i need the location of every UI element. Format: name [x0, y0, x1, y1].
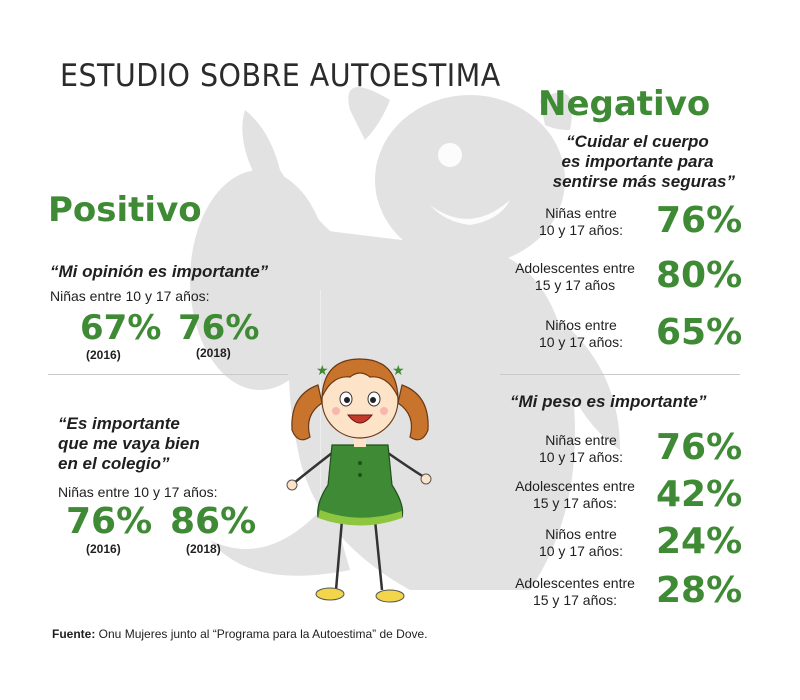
- negativo-2-row-4-label-line-1: Adolescentes entre: [515, 575, 635, 591]
- negativo-2-row-2-label-line-2: 15 y 17 años:: [532, 495, 618, 511]
- negativo-1-row-1-label: Niñas entre 10 y 17 años:: [516, 205, 646, 239]
- positivo-quote-2-line-3: en el colegio”: [58, 454, 170, 473]
- footer-label: Fuente:: [52, 627, 96, 641]
- negativo-1-row-2-label-line-2: 15 y 17 años: [534, 277, 616, 293]
- negativo-quote-1-line-2: es importante para: [561, 152, 714, 171]
- positivo-1-year-2016: (2016): [86, 348, 121, 362]
- negativo-2-row-1-label: Niñas entre 10 y 17 años:: [516, 432, 646, 466]
- negativo-quote-2: “Mi peso es importante”: [510, 392, 707, 411]
- positivo-quote-2-line-2: que me vaya bien: [58, 434, 200, 453]
- positivo-2-stat-2016: 76%: [66, 501, 153, 542]
- svg-text:★: ★: [392, 363, 405, 379]
- negativo-1-row-2-label-line-1: Adolescentes entre: [515, 260, 635, 276]
- negativo-2-row-3-label-line-1: Niños entre: [545, 526, 617, 542]
- svg-text:★: ★: [316, 363, 329, 379]
- negativo-1-row-3-value: 65%: [656, 312, 743, 353]
- negativo-quote-1-line-3: sentirse más seguras”: [552, 172, 735, 191]
- positivo-2-year-2018: (2018): [186, 542, 221, 556]
- positivo-1-stat-2016: 67%: [80, 308, 162, 348]
- negativo-2-row-1-label-line-1: Niñas entre: [545, 432, 617, 448]
- negativo-2-row-3-label: Niños entre 10 y 17 años:: [516, 526, 646, 560]
- negativo-2-row-3-value: 24%: [656, 521, 743, 562]
- negativo-divider: [500, 374, 740, 375]
- negativo-1-row-2-label: Adolescentes entre 15 y 17 años: [510, 260, 640, 294]
- negativo-2-row-1-label-line-2: 10 y 17 años:: [538, 449, 624, 465]
- negativo-1-row-3-label: Niños entre 10 y 17 años:: [516, 317, 646, 351]
- positivo-1-year-2018: (2018): [196, 346, 231, 360]
- footer-source: Fuente: Onu Mujeres junto al “Programa p…: [52, 627, 428, 641]
- negativo-1-row-2-value: 80%: [656, 255, 743, 296]
- positivo-quote-2: “Es importante que me vaya bien en el co…: [58, 414, 200, 474]
- negativo-1-row-1-label-line-2: 10 y 17 años:: [538, 222, 624, 238]
- negativo-2-row-4-label-line-2: 15 y 17 años:: [532, 592, 618, 608]
- positivo-quote-1: “Mi opinión es importante”: [50, 262, 269, 281]
- negativo-2-row-3-label-line-2: 10 y 17 años:: [538, 543, 624, 559]
- positivo-group-2: Niñas entre 10 y 17 años:: [58, 484, 218, 500]
- negativo-1-row-3-label-line-2: 10 y 17 años:: [538, 334, 624, 350]
- negativo-2-row-2-label-line-1: Adolescentes entre: [515, 478, 635, 494]
- negativo-2-row-4-value: 28%: [656, 570, 743, 611]
- negativo-2-row-2-value: 42%: [656, 474, 743, 515]
- positivo-divider: [48, 374, 288, 375]
- negativo-2-row-2-label: Adolescentes entre 15 y 17 años:: [510, 478, 640, 512]
- negativo-quote-1-line-1: “Cuidar el cuerpo: [566, 132, 709, 151]
- negativo-1-row-3-label-line-1: Niños entre: [545, 317, 617, 333]
- negativo-quote-1: “Cuidar el cuerpo es importante para sen…: [520, 132, 735, 192]
- positivo-group-1: Niñas entre 10 y 17 años:: [50, 288, 210, 304]
- positivo-1-stat-2018: 76%: [178, 308, 260, 348]
- girl-illustration-icon: ★ ★: [286, 358, 432, 603]
- negativo-2-row-1-value: 76%: [656, 427, 743, 468]
- negativo-2-row-4-label: Adolescentes entre 15 y 17 años:: [510, 575, 640, 609]
- negativo-heading: Negativo: [538, 84, 711, 124]
- positivo-2-stat-2018: 86%: [170, 501, 257, 542]
- positivo-2-year-2016: (2016): [86, 542, 121, 556]
- page-title: ESTUDIO SOBRE AUTOESTIMA: [60, 58, 501, 94]
- footer-text: Onu Mujeres junto al “Programa para la A…: [95, 627, 428, 641]
- negativo-1-row-1-label-line-1: Niñas entre: [545, 205, 617, 221]
- positivo-quote-2-line-1: “Es importante: [58, 414, 180, 433]
- positivo-heading: Positivo: [48, 190, 202, 230]
- negativo-1-row-1-value: 76%: [656, 200, 743, 241]
